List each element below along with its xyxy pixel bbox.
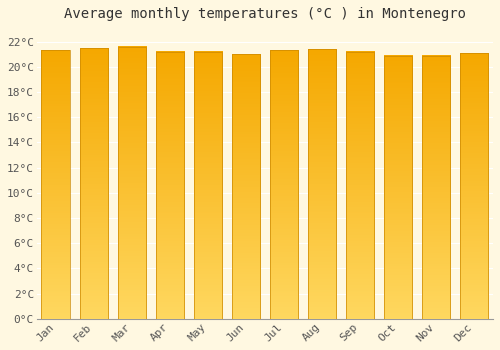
- Bar: [42, 50, 70, 319]
- Title: Average monthly temperatures (°C ) in Montenegro: Average monthly temperatures (°C ) in Mo…: [64, 7, 466, 21]
- Bar: [308, 49, 336, 319]
- Bar: [194, 52, 222, 319]
- Bar: [460, 53, 488, 319]
- Bar: [118, 47, 146, 319]
- Bar: [346, 52, 374, 319]
- Bar: [156, 52, 184, 319]
- Bar: [232, 54, 260, 319]
- Bar: [384, 56, 412, 319]
- Bar: [80, 48, 108, 319]
- Bar: [422, 56, 450, 319]
- Bar: [270, 50, 298, 319]
